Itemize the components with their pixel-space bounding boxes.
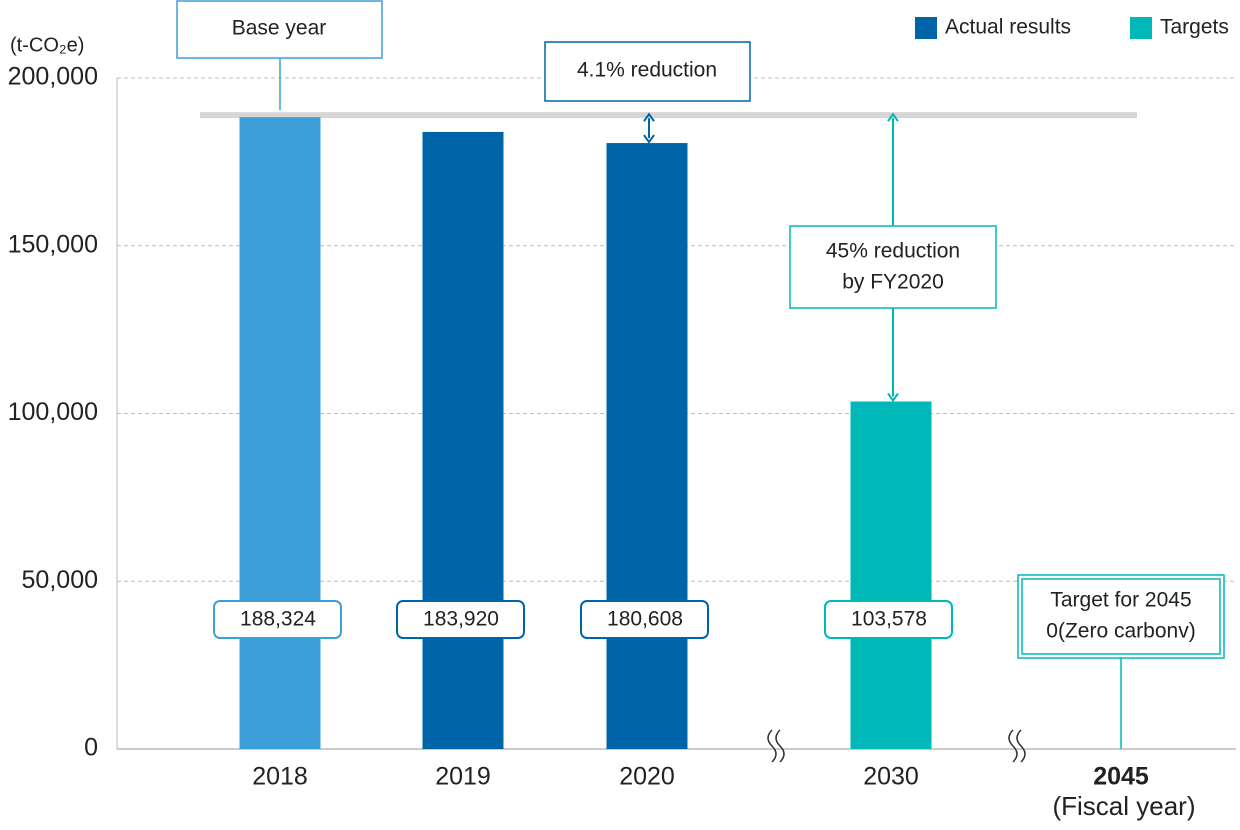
y-tick-label: 200,000	[8, 63, 98, 91]
annotation: Target for 2045	[1050, 589, 1191, 612]
y-axis-unit: (t-CO₂e)	[10, 34, 84, 56]
bar	[850, 401, 932, 749]
annotation: by FY2020	[842, 271, 944, 294]
annotation: 45% reduction	[826, 240, 960, 263]
x-tick-label: 2019	[435, 763, 491, 791]
legend-swatch	[915, 17, 937, 39]
bar	[606, 143, 688, 749]
arrow-head	[643, 112, 655, 144]
annotation-box	[176, 0, 383, 59]
legend-label: Actual results	[945, 16, 1071, 39]
y-tick-label: 150,000	[8, 230, 98, 258]
axis-break	[767, 729, 785, 763]
y-tick-label: 0	[84, 734, 98, 762]
annotation-box	[1017, 574, 1225, 659]
annotation: 0(Zero carbonv)	[1046, 620, 1195, 643]
axis-break	[1008, 729, 1026, 763]
annotation: 4.1% reduction	[577, 59, 717, 82]
value-label-box	[396, 600, 525, 639]
bar	[422, 131, 504, 750]
annotation-box	[789, 225, 997, 309]
bar	[239, 117, 321, 750]
x-tick-label: 2018	[252, 763, 308, 791]
legend-swatch	[1130, 17, 1152, 39]
legend-label: Targets	[1160, 16, 1229, 39]
value-label: 180,608	[607, 608, 683, 631]
x-axis-title: (Fiscal year)	[1052, 791, 1195, 821]
value-label-box	[213, 600, 342, 639]
annotation: Base year	[232, 17, 327, 40]
x-tick-label: 2030	[863, 763, 919, 791]
y-tick-label: 100,000	[8, 398, 98, 426]
value-label: 103,578	[851, 608, 927, 631]
value-label-box	[824, 600, 953, 639]
y-tick-label: 50,000	[22, 566, 98, 594]
value-label-box	[580, 600, 709, 639]
x-tick-label: 2020	[619, 763, 675, 791]
value-label: 183,920	[423, 608, 499, 631]
value-label: 188,324	[240, 608, 316, 631]
arrow-head	[887, 112, 899, 403]
annotation-box-inner	[1021, 578, 1221, 655]
annotation-box	[544, 41, 751, 102]
x-tick-label: 2045	[1093, 763, 1149, 791]
